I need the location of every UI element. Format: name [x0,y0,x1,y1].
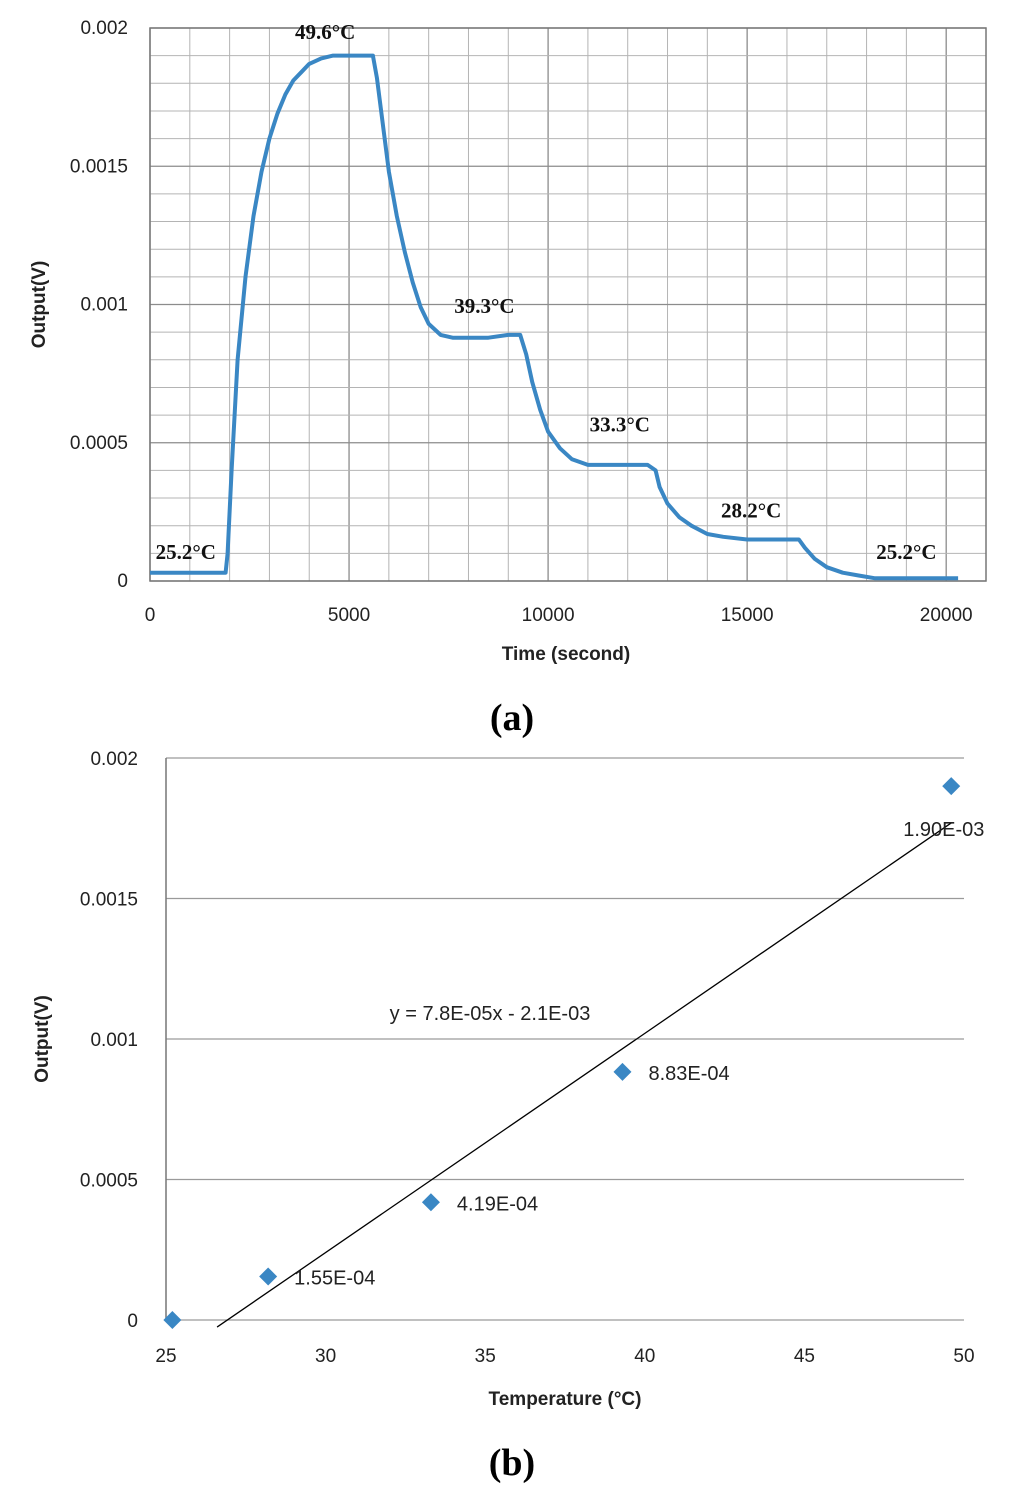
x-tick-label: 50 [953,1346,974,1367]
chart-a: 0 0.0005 0.001 0.0015 0.002 0 5000 10000 15000 20… [29,18,987,665]
series-line-output [150,53,959,581]
y-tick-label: 0.002 [90,749,138,770]
temperature-annotation: 25.2°C [876,540,936,564]
x-tick-label: 35 [475,1346,496,1367]
trendline-equation: y = 7.8E-05x - 2.1E-03 [390,1003,591,1025]
panel-label-a: (a) [490,697,534,739]
y-tick-label: 0.0005 [70,433,128,454]
y-axis-label: Output(V) [29,261,50,349]
temperature-annotation: 28.2°C [721,498,781,522]
temperature-annotation: 25.2°C [156,540,216,564]
x-axis-label: Temperature (°C) [489,1389,642,1410]
y-tick-label: 0.0015 [80,890,138,911]
plot-frame [149,27,987,582]
data-point [613,1062,632,1081]
trendline [216,822,952,1328]
x-tick-label: 15000 [721,605,774,626]
data-point [942,777,961,796]
x-tick-label: 0 [145,605,156,626]
y-tick-label: 0 [127,1311,138,1332]
data-label: 8.83E-04 [648,1063,729,1085]
temperature-annotation: 33.3°C [590,413,650,437]
x-tick-label: 25 [155,1346,176,1367]
temperature-annotation: 39.3°C [454,294,514,318]
y-tick-label: 0.0005 [80,1171,138,1192]
temperature-annotation: 49.6°C [295,20,355,44]
x-axis-label: Time (second) [502,644,630,665]
y-tick-label: 0.002 [80,18,128,39]
y-tick-label: 0.0015 [70,156,128,177]
x-tick-label: 30 [315,1346,336,1367]
panel-label-b: (b) [489,1442,535,1484]
data-label: 1.55E-04 [294,1267,375,1289]
x-tick-label: 5000 [328,605,370,626]
data-point [421,1193,440,1212]
data-label: 4.19E-04 [457,1193,538,1215]
data-point [163,1311,182,1329]
y-tick-label: 0.001 [80,295,128,316]
chart-b: 0 0.0005 0.001 0.0015 0.002 25 30 35 40 45 50 Tempe… [32,749,984,1410]
y-tick-label: 0.001 [90,1030,138,1051]
x-tick-label: 45 [794,1346,815,1367]
x-tick-label: 40 [634,1346,655,1367]
data-point [259,1267,278,1286]
y-axis-label: Output(V) [32,995,53,1083]
data-label: 1.90E-03 [903,819,984,841]
x-tick-label: 10000 [522,605,575,626]
y-tick-label: 0 [117,571,128,592]
x-tick-label: 20000 [920,605,973,626]
